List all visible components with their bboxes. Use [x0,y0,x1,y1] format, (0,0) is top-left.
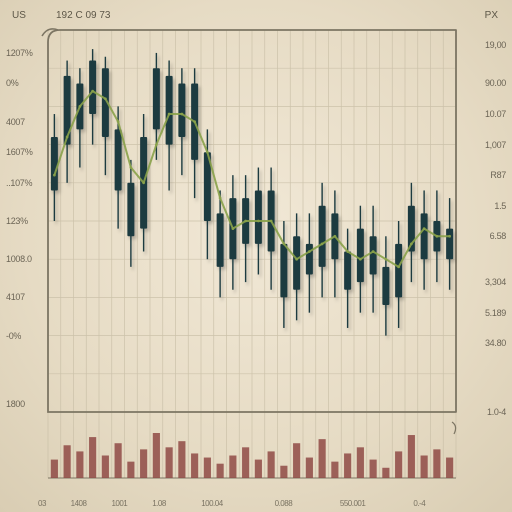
x-tick: 1408 [71,499,87,508]
left-tick: 1008.0 [6,254,46,264]
left-tick: 4107 [6,292,46,302]
right-tick: 6.58 [466,231,506,241]
left-tick: 1207% [6,48,46,58]
right-tick: 5.189 [466,308,506,318]
right-tick: 3,304 [466,277,506,287]
left-tick: 123% [6,216,46,226]
x-tick: 1.08 [152,499,166,508]
right-tick: 10.07 [466,109,506,119]
x-tick: 0.-4 [413,499,425,508]
x-tick: 03 [38,499,46,508]
left-tick: 4007 [6,117,46,127]
right-tick: 1.0-4 [466,407,506,417]
chart-svg [0,0,512,512]
left-tick: 1607% [6,147,46,157]
right-tick: 90.00 [466,78,506,88]
x-tick: 0.088 [275,499,293,508]
left-tick: -0% [6,331,46,341]
x-tick: 1001 [111,499,127,508]
candlestick-chart: US 192 C 09 73 PX 1207%0%40071607%..107%… [0,0,512,512]
left-tick: ..107% [6,178,46,188]
x-tick: 550.001 [340,499,365,508]
left-tick: 0% [6,78,46,88]
right-tick: 1.5 [466,201,506,211]
right-tick: 19,00 [466,40,506,50]
x-tick: 100.04 [201,499,222,508]
right-tick: 34.80 [466,338,506,348]
right-tick: 1,007 [466,140,506,150]
left-tick: 1800 [6,399,46,409]
right-tick: R87 [466,170,506,180]
